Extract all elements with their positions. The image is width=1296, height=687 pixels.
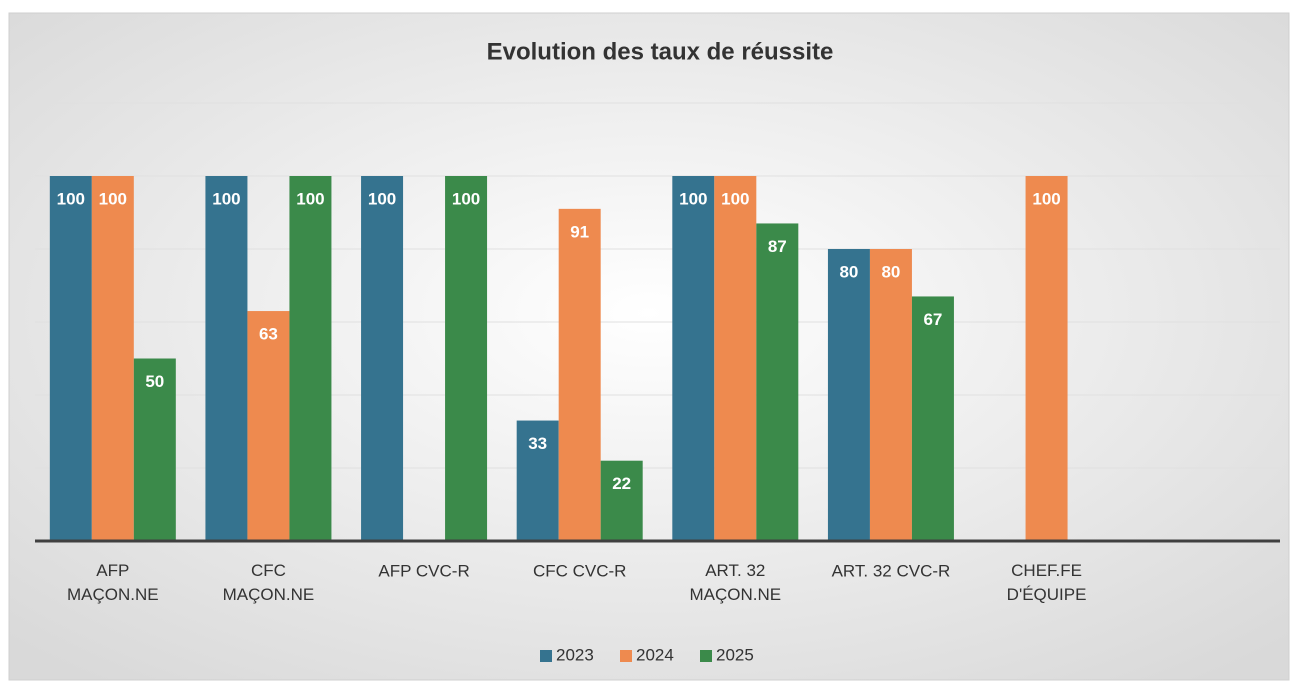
legend-label: 2023 [556, 645, 594, 664]
data-label: 100 [368, 189, 396, 208]
bar [827, 249, 870, 541]
data-label: 22 [612, 474, 631, 493]
bar [714, 176, 757, 541]
data-label: 100 [99, 189, 127, 208]
legend-label: 2024 [636, 645, 674, 664]
data-label: 33 [528, 434, 547, 453]
data-label: 100 [57, 189, 85, 208]
bar [516, 420, 559, 541]
bar [247, 311, 290, 541]
x-tick-label: CFC MAÇON.NE [223, 561, 315, 604]
x-tick-label: ART. 32 MAÇON.NE [690, 561, 782, 604]
data-label: 63 [259, 325, 278, 344]
bar [445, 176, 488, 541]
x-tick-label: ART. 32 CVC-R [832, 561, 951, 580]
data-label: 100 [452, 189, 480, 208]
data-label: 67 [923, 310, 942, 329]
bar [361, 176, 404, 541]
legend-swatch [540, 650, 552, 662]
bar [672, 176, 715, 541]
data-label: 100 [679, 189, 707, 208]
x-tick-label: AFP MAÇON.NE [67, 561, 159, 604]
data-label: 80 [839, 262, 858, 281]
bar [558, 208, 601, 541]
bar [1025, 176, 1068, 541]
legend-label: 2025 [716, 645, 754, 664]
bar [289, 176, 332, 541]
data-label: 87 [768, 237, 787, 256]
data-label: 100 [296, 189, 324, 208]
x-tick-label: CHEF.FE D'ÉQUIPE [1007, 561, 1087, 604]
legend-swatch [620, 650, 632, 662]
data-label: 100 [212, 189, 240, 208]
bar [91, 176, 134, 541]
bar [911, 296, 954, 541]
data-label: 91 [570, 222, 589, 241]
bar [600, 460, 643, 541]
data-label: 100 [721, 189, 749, 208]
bar [49, 176, 92, 541]
x-tick-label: CFC CVC-R [533, 561, 627, 580]
bar [869, 249, 912, 541]
bar [205, 176, 248, 541]
bar [756, 223, 799, 541]
x-tick-label: AFP CVC-R [378, 561, 469, 580]
chart-title: Evolution des taux de réussite [487, 38, 834, 65]
legend-swatch [700, 650, 712, 662]
data-label: 50 [145, 372, 164, 391]
bar [133, 358, 176, 541]
data-label: 100 [1032, 189, 1060, 208]
data-label: 80 [881, 262, 900, 281]
chart-background [8, 12, 1290, 681]
